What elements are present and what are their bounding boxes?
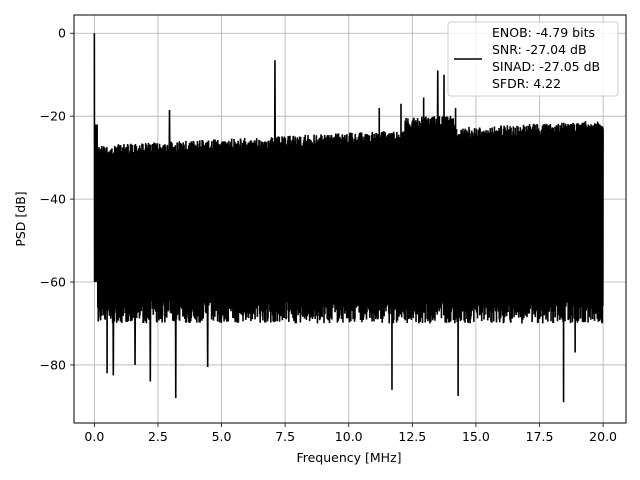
y-axis-ticks: 0 −20 −40 −60 −80	[40, 26, 74, 372]
legend-snr: SNR: -27.04 dB	[492, 42, 587, 57]
plot-frame	[73, 14, 627, 424]
y-tick-label: −80	[40, 357, 66, 372]
x-tick-label: 7.5	[275, 429, 295, 444]
x-tick-label: 5.0	[212, 429, 232, 444]
x-axis-ticks: 0.0 2.5 5.0 7.5 10.0 12.5 15.0 17.5 20.0	[84, 423, 617, 444]
x-tick-label: 2.5	[148, 429, 168, 444]
legend-box	[447, 21, 619, 97]
x-tick-label: 0.0	[84, 429, 104, 444]
y-tick-label: 0	[58, 26, 66, 41]
y-tick-label: −40	[40, 192, 66, 207]
psd-series	[93, 33, 604, 403]
legend: ENOB: -4.79 bits SNR: -27.04 dB SINAD: -…	[447, 21, 619, 97]
legend-sfdr: SFDR: 4.22	[492, 76, 561, 91]
x-tick-label: 10.0	[335, 429, 363, 444]
x-tick-label: 15.0	[462, 429, 490, 444]
legend-enob: ENOB: -4.79 bits	[492, 25, 595, 40]
y-tick-label: −20	[40, 109, 66, 124]
x-tick-label: 17.5	[526, 429, 554, 444]
legend-sinad: SINAD: -27.05 dB	[492, 59, 600, 74]
y-tick-label: −60	[40, 275, 66, 290]
x-tick-label: 20.0	[589, 429, 617, 444]
y-axis-label: PSD [dB]	[13, 191, 28, 246]
x-axis-label: Frequency [MHz]	[296, 450, 401, 465]
psd-line	[93, 33, 604, 403]
x-tick-label: 12.5	[398, 429, 426, 444]
